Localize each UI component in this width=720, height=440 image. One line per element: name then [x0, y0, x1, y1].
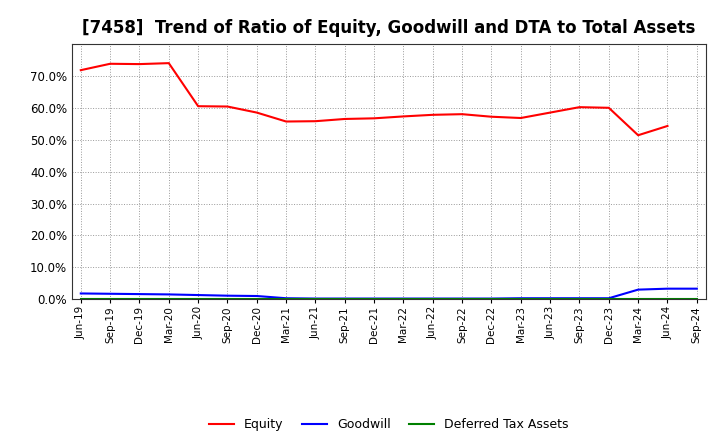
Goodwill — [106, 291, 114, 297]
Deferred Tax Assets — [605, 297, 613, 302]
Goodwill — [516, 296, 525, 301]
Goodwill — [663, 286, 672, 291]
Title: [7458]  Trend of Ratio of Equity, Goodwill and DTA to Total Assets: [7458] Trend of Ratio of Equity, Goodwil… — [82, 19, 696, 37]
Deferred Tax Assets — [516, 297, 525, 302]
Deferred Tax Assets — [487, 297, 496, 302]
Goodwill — [487, 296, 496, 301]
Goodwill — [634, 287, 642, 292]
Goodwill — [223, 293, 232, 298]
Deferred Tax Assets — [135, 297, 144, 302]
Deferred Tax Assets — [399, 297, 408, 302]
Deferred Tax Assets — [223, 297, 232, 302]
Line: Equity: Equity — [81, 63, 667, 135]
Deferred Tax Assets — [370, 297, 379, 302]
Goodwill — [428, 296, 437, 301]
Deferred Tax Assets — [106, 297, 114, 302]
Equity — [76, 67, 85, 73]
Goodwill — [605, 296, 613, 301]
Deferred Tax Assets — [663, 297, 672, 302]
Goodwill — [575, 296, 584, 301]
Equity — [458, 111, 467, 117]
Goodwill — [693, 286, 701, 291]
Equity — [164, 60, 173, 66]
Equity — [282, 119, 290, 124]
Goodwill — [76, 291, 85, 296]
Deferred Tax Assets — [282, 297, 290, 302]
Equity — [634, 132, 642, 138]
Equity — [370, 116, 379, 121]
Goodwill — [253, 293, 261, 299]
Deferred Tax Assets — [428, 297, 437, 302]
Equity — [341, 116, 349, 121]
Deferred Tax Assets — [311, 297, 320, 302]
Equity — [663, 123, 672, 128]
Deferred Tax Assets — [575, 297, 584, 302]
Equity — [516, 115, 525, 121]
Equity — [253, 110, 261, 115]
Deferred Tax Assets — [194, 297, 202, 302]
Deferred Tax Assets — [76, 297, 85, 302]
Equity — [428, 112, 437, 117]
Goodwill — [135, 291, 144, 297]
Goodwill — [458, 296, 467, 301]
Goodwill — [311, 296, 320, 301]
Goodwill — [546, 296, 554, 301]
Equity — [399, 114, 408, 119]
Goodwill — [399, 296, 408, 301]
Deferred Tax Assets — [253, 297, 261, 302]
Equity — [311, 118, 320, 124]
Equity — [575, 105, 584, 110]
Legend: Equity, Goodwill, Deferred Tax Assets: Equity, Goodwill, Deferred Tax Assets — [204, 413, 574, 436]
Equity — [546, 110, 554, 115]
Equity — [487, 114, 496, 119]
Deferred Tax Assets — [458, 297, 467, 302]
Goodwill — [341, 296, 349, 301]
Deferred Tax Assets — [164, 297, 173, 302]
Line: Goodwill: Goodwill — [81, 289, 697, 299]
Goodwill — [164, 292, 173, 297]
Deferred Tax Assets — [634, 297, 642, 302]
Deferred Tax Assets — [693, 297, 701, 302]
Goodwill — [194, 293, 202, 298]
Equity — [106, 61, 114, 66]
Equity — [605, 105, 613, 110]
Goodwill — [370, 296, 379, 301]
Equity — [194, 103, 202, 109]
Deferred Tax Assets — [546, 297, 554, 302]
Equity — [135, 62, 144, 67]
Goodwill — [282, 296, 290, 301]
Equity — [223, 104, 232, 109]
Deferred Tax Assets — [341, 297, 349, 302]
